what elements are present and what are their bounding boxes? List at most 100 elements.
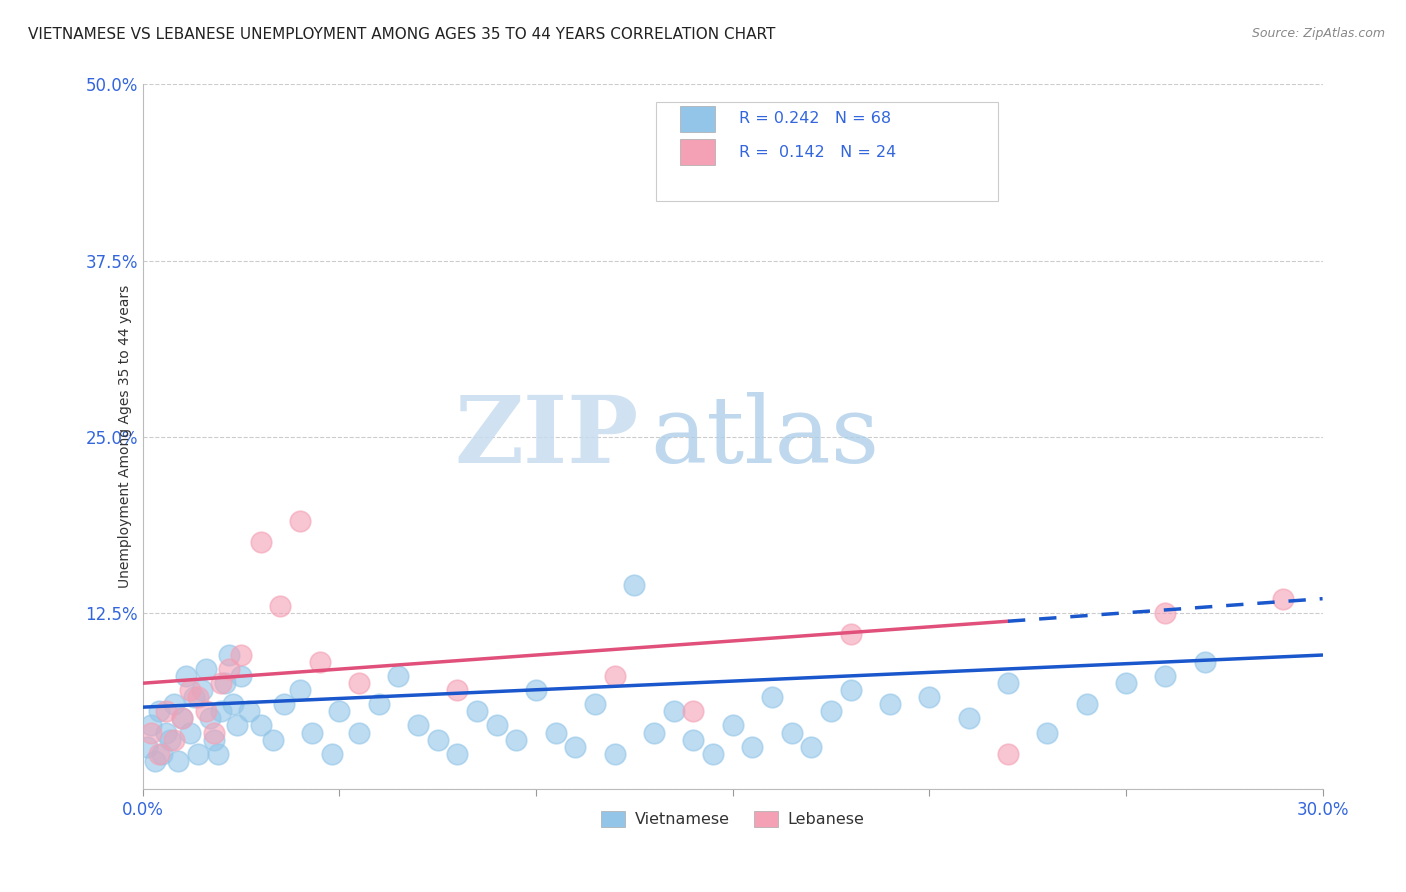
Point bbox=[209, 705, 232, 719]
Point bbox=[194, 662, 217, 676]
Point bbox=[721, 718, 744, 732]
Point bbox=[465, 705, 488, 719]
Text: R =  0.142   N = 24: R = 0.142 N = 24 bbox=[738, 145, 896, 160]
Text: R = 0.242   N = 68: R = 0.242 N = 68 bbox=[738, 112, 891, 127]
Point bbox=[198, 711, 221, 725]
Point bbox=[148, 747, 170, 761]
Point bbox=[879, 698, 901, 712]
Point bbox=[139, 718, 162, 732]
Point bbox=[218, 648, 240, 662]
Point bbox=[1076, 698, 1098, 712]
Point bbox=[155, 705, 177, 719]
Point bbox=[446, 683, 468, 698]
Point bbox=[143, 754, 166, 768]
Point bbox=[148, 705, 170, 719]
Point bbox=[207, 747, 229, 761]
Point bbox=[179, 683, 201, 698]
Point bbox=[328, 705, 350, 719]
Point bbox=[1194, 655, 1216, 669]
Legend: Vietnamese, Lebanese: Vietnamese, Lebanese bbox=[595, 805, 870, 834]
Point bbox=[187, 690, 209, 705]
Point bbox=[155, 725, 177, 739]
Point bbox=[172, 711, 194, 725]
Point bbox=[957, 711, 980, 725]
Point bbox=[1154, 606, 1177, 620]
Point bbox=[262, 732, 284, 747]
FancyBboxPatch shape bbox=[679, 105, 716, 132]
Y-axis label: Unemployment Among Ages 35 to 44 years: Unemployment Among Ages 35 to 44 years bbox=[118, 285, 132, 589]
Point bbox=[800, 739, 823, 754]
Point bbox=[505, 732, 527, 747]
Point bbox=[387, 669, 409, 683]
Point bbox=[202, 732, 225, 747]
Point bbox=[172, 711, 194, 725]
Point bbox=[249, 718, 271, 732]
Point bbox=[347, 725, 370, 739]
Point bbox=[288, 514, 311, 528]
Point bbox=[194, 705, 217, 719]
Point bbox=[1272, 591, 1295, 606]
Point bbox=[839, 627, 862, 641]
Point bbox=[367, 698, 389, 712]
Point bbox=[603, 747, 626, 761]
Point bbox=[682, 705, 704, 719]
Point bbox=[273, 698, 295, 712]
Point bbox=[623, 577, 645, 591]
Point bbox=[321, 747, 343, 761]
Point bbox=[347, 676, 370, 690]
Point bbox=[139, 725, 162, 739]
Point bbox=[229, 648, 252, 662]
Point bbox=[163, 698, 186, 712]
Point bbox=[238, 705, 260, 719]
Point bbox=[152, 747, 174, 761]
Point bbox=[163, 732, 186, 747]
Text: VIETNAMESE VS LEBANESE UNEMPLOYMENT AMONG AGES 35 TO 44 YEARS CORRELATION CHART: VIETNAMESE VS LEBANESE UNEMPLOYMENT AMON… bbox=[28, 27, 776, 42]
Point bbox=[997, 676, 1019, 690]
Point bbox=[643, 725, 665, 739]
FancyBboxPatch shape bbox=[657, 102, 998, 201]
Point bbox=[997, 747, 1019, 761]
Point bbox=[301, 725, 323, 739]
Point bbox=[564, 739, 586, 754]
Point bbox=[218, 662, 240, 676]
Point bbox=[426, 732, 449, 747]
Point bbox=[918, 690, 941, 705]
Point bbox=[308, 655, 330, 669]
Point bbox=[191, 683, 214, 698]
Point bbox=[179, 725, 201, 739]
Point bbox=[485, 718, 508, 732]
Point bbox=[603, 669, 626, 683]
Text: atlas: atlas bbox=[650, 392, 879, 482]
Point bbox=[446, 747, 468, 761]
Point bbox=[174, 669, 197, 683]
Text: Source: ZipAtlas.com: Source: ZipAtlas.com bbox=[1251, 27, 1385, 40]
Point bbox=[583, 698, 606, 712]
Point bbox=[226, 718, 249, 732]
Point bbox=[183, 690, 205, 705]
Point bbox=[1036, 725, 1059, 739]
Point bbox=[662, 705, 685, 719]
Point bbox=[167, 754, 190, 768]
Point bbox=[839, 683, 862, 698]
Point bbox=[187, 747, 209, 761]
Point bbox=[780, 725, 803, 739]
Point bbox=[269, 599, 291, 613]
Point bbox=[524, 683, 547, 698]
Point bbox=[741, 739, 763, 754]
Point bbox=[682, 732, 704, 747]
Point bbox=[544, 725, 567, 739]
Point bbox=[288, 683, 311, 698]
Point bbox=[249, 535, 271, 549]
Point bbox=[702, 747, 724, 761]
Point bbox=[159, 732, 181, 747]
Point bbox=[202, 725, 225, 739]
Point bbox=[214, 676, 236, 690]
Point bbox=[406, 718, 429, 732]
Point bbox=[135, 739, 157, 754]
Text: ZIP: ZIP bbox=[454, 392, 638, 482]
Point bbox=[209, 676, 232, 690]
Point bbox=[761, 690, 783, 705]
Point bbox=[1115, 676, 1137, 690]
Point bbox=[229, 669, 252, 683]
FancyBboxPatch shape bbox=[679, 138, 716, 165]
